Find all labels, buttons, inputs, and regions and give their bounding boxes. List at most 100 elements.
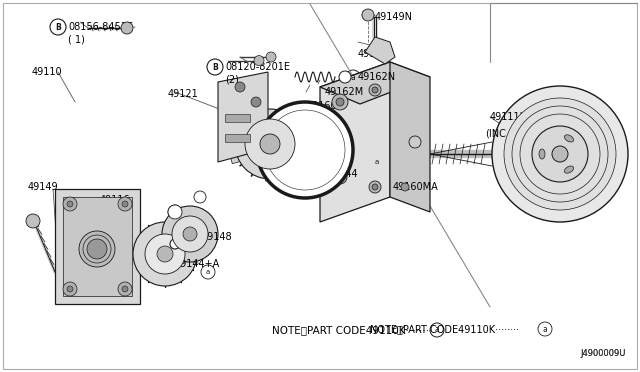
Circle shape [162, 206, 218, 262]
Text: 49110: 49110 [32, 67, 63, 77]
FancyBboxPatch shape [232, 124, 248, 133]
Bar [55, 189, 140, 304]
Circle shape [370, 155, 384, 169]
Text: a: a [173, 209, 177, 215]
Circle shape [512, 106, 608, 202]
Circle shape [67, 286, 73, 292]
Circle shape [157, 246, 173, 262]
Polygon shape [320, 62, 390, 222]
Circle shape [332, 94, 348, 110]
Text: B: B [212, 62, 218, 71]
Circle shape [266, 52, 276, 62]
Circle shape [430, 323, 444, 337]
Text: 49144+A: 49144+A [175, 259, 220, 269]
Circle shape [245, 119, 295, 169]
Circle shape [369, 84, 381, 96]
Text: J4900009U: J4900009U [580, 350, 625, 359]
Text: (INC.: (INC. [485, 129, 509, 139]
Circle shape [372, 87, 378, 93]
Circle shape [260, 134, 280, 154]
Text: a: a [206, 269, 210, 275]
Text: a: a [543, 324, 547, 334]
Circle shape [122, 201, 128, 207]
Polygon shape [218, 72, 268, 162]
Text: 49162N: 49162N [358, 72, 396, 82]
Text: 49161P: 49161P [358, 49, 395, 59]
Circle shape [362, 9, 374, 21]
Circle shape [337, 173, 344, 180]
Circle shape [532, 126, 588, 182]
Circle shape [118, 197, 132, 211]
Circle shape [172, 216, 208, 252]
Circle shape [254, 55, 264, 65]
Circle shape [193, 217, 207, 231]
Text: 49144: 49144 [328, 169, 358, 179]
Text: 49121: 49121 [168, 89, 199, 99]
Circle shape [194, 191, 206, 203]
Circle shape [201, 265, 215, 279]
Circle shape [552, 146, 568, 162]
Circle shape [67, 201, 73, 207]
Ellipse shape [564, 166, 573, 173]
Circle shape [265, 110, 345, 190]
Circle shape [372, 184, 378, 190]
Text: 49160M: 49160M [307, 101, 346, 111]
Circle shape [401, 183, 409, 191]
Text: J4900009U: J4900009U [580, 350, 625, 359]
Polygon shape [320, 62, 430, 104]
Circle shape [168, 205, 182, 219]
Text: NOTE、PART CODE49110K········: NOTE、PART CODE49110K········ [370, 324, 519, 334]
Circle shape [50, 19, 66, 35]
Text: 49160MA: 49160MA [393, 182, 439, 192]
Circle shape [121, 22, 133, 34]
Text: NOTE、PART CODE49110K········: NOTE、PART CODE49110K········ [272, 325, 433, 335]
Polygon shape [310, 3, 637, 369]
Bar [63, 197, 132, 296]
Circle shape [339, 71, 351, 83]
Circle shape [87, 239, 107, 259]
Circle shape [492, 86, 628, 222]
Text: a: a [351, 73, 355, 81]
FancyBboxPatch shape [252, 100, 264, 110]
Text: 08120-8201E: 08120-8201E [225, 62, 290, 72]
FancyBboxPatch shape [230, 152, 246, 164]
Circle shape [538, 322, 552, 336]
Circle shape [409, 136, 421, 148]
Text: ( 1): ( 1) [68, 35, 85, 45]
Text: 49149: 49149 [28, 182, 59, 192]
Text: 49140: 49140 [282, 117, 312, 127]
Text: 08156-8451E: 08156-8451E [68, 22, 133, 32]
Bar [225, 114, 250, 122]
Text: 49148: 49148 [248, 141, 278, 151]
Text: 49162M: 49162M [325, 87, 364, 97]
Circle shape [118, 282, 132, 296]
Circle shape [170, 239, 180, 249]
Text: b: b [198, 221, 202, 227]
Text: a: a [375, 159, 379, 165]
Circle shape [63, 197, 77, 211]
Circle shape [63, 282, 77, 296]
Ellipse shape [564, 135, 573, 142]
Circle shape [257, 102, 353, 198]
Bar [225, 134, 250, 142]
Circle shape [145, 234, 185, 274]
Circle shape [503, 133, 517, 147]
Text: b: b [508, 135, 513, 144]
Circle shape [504, 98, 616, 210]
Circle shape [168, 205, 182, 219]
Circle shape [26, 214, 40, 228]
Text: 49148: 49148 [202, 232, 232, 242]
Circle shape [79, 231, 115, 267]
Circle shape [251, 97, 261, 107]
Polygon shape [365, 37, 395, 64]
Circle shape [333, 170, 347, 184]
Circle shape [346, 70, 360, 84]
Circle shape [520, 114, 600, 194]
Text: (2): (2) [225, 75, 239, 85]
Circle shape [235, 82, 245, 92]
Text: a: a [173, 209, 177, 215]
FancyBboxPatch shape [239, 138, 252, 146]
Text: ): ) [518, 135, 522, 145]
Text: 49111K: 49111K [490, 112, 527, 122]
Polygon shape [390, 62, 430, 212]
